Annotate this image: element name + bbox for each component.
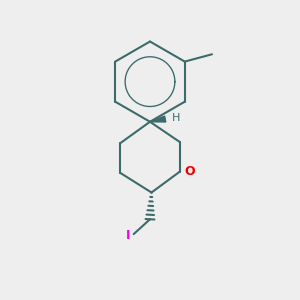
Polygon shape [150,116,166,122]
Text: O: O [184,165,195,178]
Text: H: H [172,113,180,123]
Text: I: I [126,229,130,242]
